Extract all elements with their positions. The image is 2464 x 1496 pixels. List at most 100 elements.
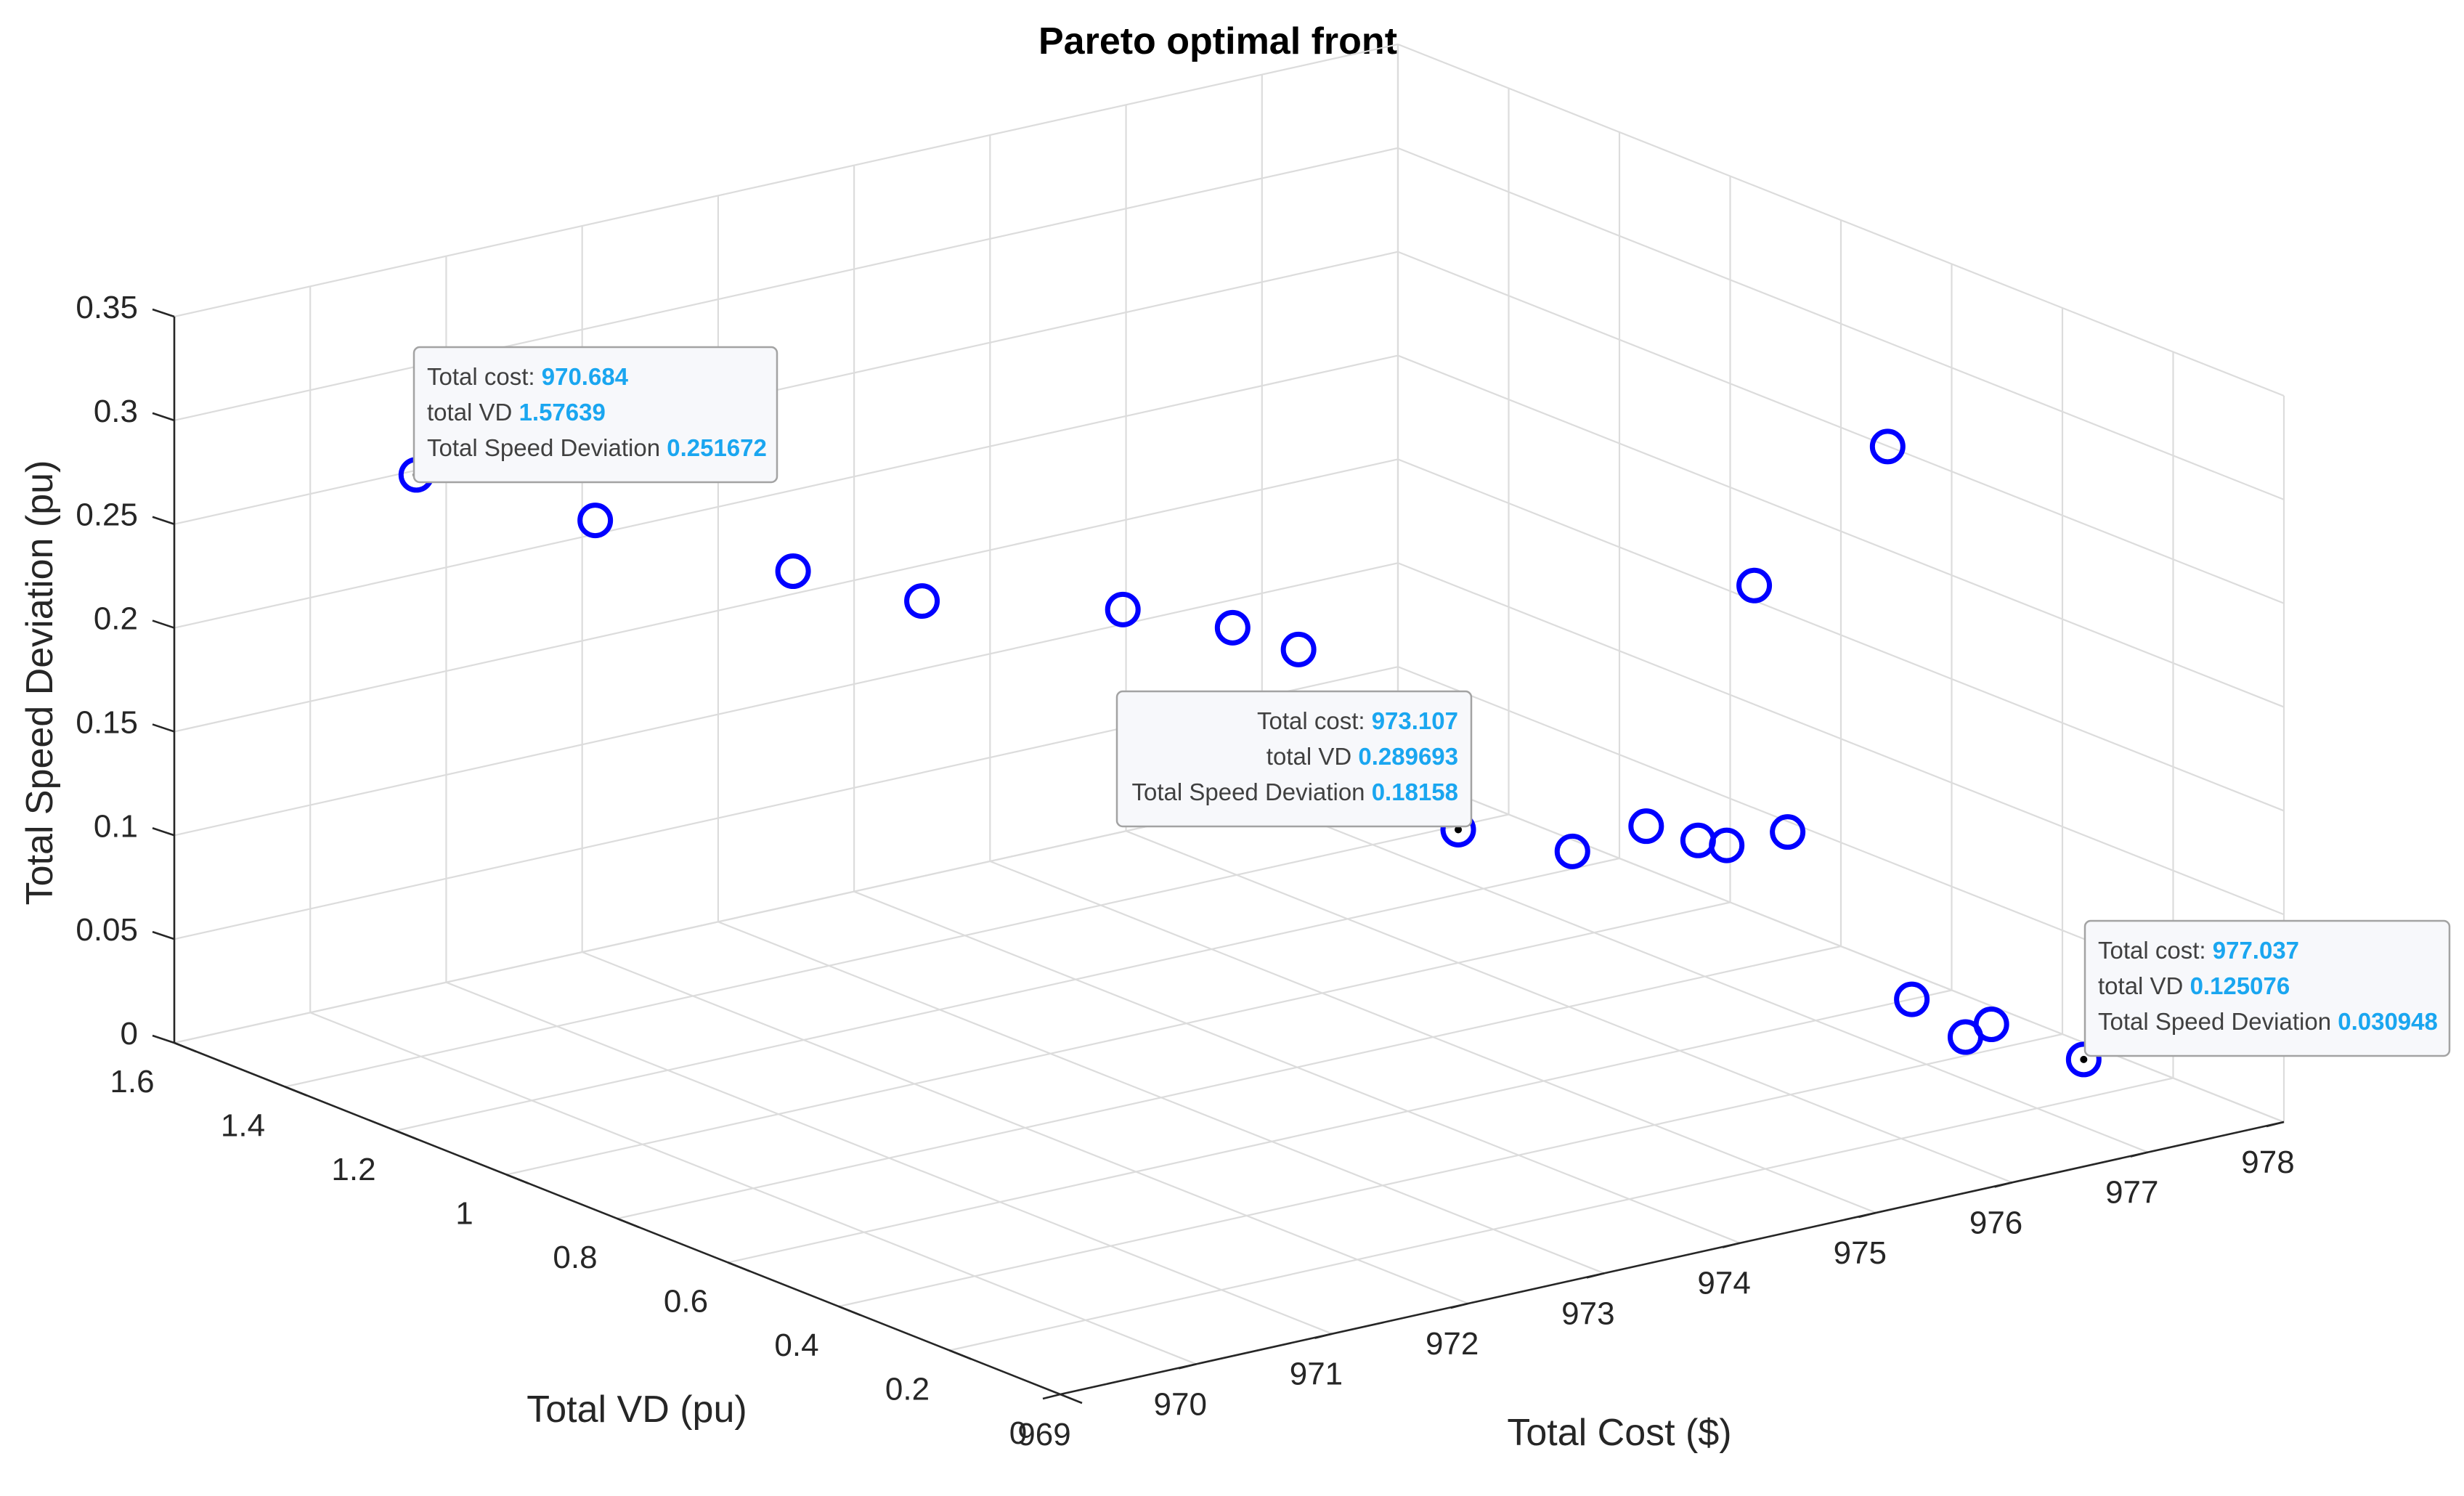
x-tick-label: 977 (2105, 1175, 2158, 1211)
y-tick-label: 1 (455, 1196, 473, 1232)
datatip-row: Total Speed Deviation 0.030948 (2098, 1008, 2438, 1035)
datatip-value: 0.289693 (1358, 743, 1458, 770)
grid-line-back-z (174, 251, 1399, 525)
data-point (1869, 428, 1906, 465)
datatip-label: total VD (1266, 743, 1359, 770)
data-point (1628, 808, 1664, 845)
grid-line-floor-y (285, 813, 1509, 1088)
grid-line-side-z (1397, 769, 2285, 1123)
y-tick-mark (285, 1086, 307, 1097)
y-tick-label: 0.4 (774, 1328, 818, 1363)
data-point (1709, 827, 1745, 863)
z-tick-label: 0.25 (76, 497, 138, 533)
datatip: Total cost: 977.037 total VD 0.125076 Tota… (2083, 919, 2451, 1057)
grid-line-side-z (1397, 147, 2285, 500)
grid-line-back-z (174, 354, 1399, 629)
datatip-label: Total cost: (1257, 707, 1372, 734)
y-tick-label: 1.2 (331, 1152, 375, 1187)
x-tick-label: 971 (1290, 1357, 1343, 1392)
datatip-label: total VD (427, 399, 519, 426)
data-point (904, 583, 940, 619)
chart-title: Pareto optimal front (1038, 20, 1397, 62)
x-tick-mark (2266, 1121, 2285, 1128)
datatip-row: Total cost: 973.107 (1257, 707, 1458, 734)
datatip-row: Total Speed Deviation 0.251672 (427, 434, 767, 461)
x-tick-label: 973 (1561, 1296, 1614, 1331)
data-point (1894, 981, 1930, 1017)
datatip-row: total VD 0.289693 (1266, 743, 1458, 770)
y-tick-label: 0 (1009, 1415, 1027, 1451)
grid-line-back-z (174, 458, 1399, 733)
z-tick-label: 0.15 (76, 704, 138, 740)
grid-layer (173, 43, 2285, 1396)
data-point (1554, 833, 1590, 869)
x-tick-label: 976 (1969, 1205, 2022, 1240)
datatip-value: 0.125076 (2190, 972, 2290, 999)
z-tick-label: 0.05 (76, 912, 138, 948)
y-axis-title: Total VD (pu) (526, 1389, 747, 1431)
datatip-box (2083, 919, 2451, 1057)
datatip-label: total VD (2098, 972, 2190, 999)
y-tick-mark (728, 1261, 750, 1272)
point-layer (398, 428, 2102, 1078)
grid-line-floor-y (395, 857, 1620, 1132)
grid-line-side-z (1397, 562, 2285, 916)
z-tick-mark (152, 619, 175, 629)
y-tick-label: 0.8 (553, 1240, 597, 1275)
x-tick-mark (1858, 1211, 1877, 1219)
z-tick-mark (152, 930, 175, 940)
x-tick-mark (1586, 1272, 1605, 1279)
x-tick-label: 972 (1426, 1326, 1479, 1362)
z-tick-label: 0.3 (94, 394, 138, 429)
data-point-selected-dot (1455, 826, 1463, 834)
datatip-label: Total Speed Deviation (427, 434, 667, 461)
datatip-row: Total Speed Deviation 0.18158 (1131, 779, 1458, 805)
grid-line-floor-y (506, 901, 1731, 1176)
x-tick-mark (1450, 1302, 1468, 1309)
datatip-label: Total Speed Deviation (1131, 779, 1371, 805)
z-tick-mark (152, 412, 175, 422)
z-tick-mark (152, 308, 175, 318)
data-point (1280, 631, 1317, 667)
y-tick-label: 0.6 (664, 1284, 708, 1320)
grid-line-back-z (174, 43, 1399, 318)
y-tick-mark (395, 1129, 418, 1141)
data-point (775, 553, 811, 590)
data-point (1770, 814, 1806, 850)
datatip-value: 0.251672 (667, 434, 767, 461)
y-tick-mark (949, 1349, 972, 1360)
z-tick-mark (152, 1034, 175, 1044)
z-axis-title: Total Speed Deviation (pu) (19, 460, 61, 906)
y-tick-mark (506, 1174, 529, 1184)
z-tick-label: 0.1 (94, 808, 138, 844)
x-tick-mark (1178, 1363, 1197, 1370)
y-tick-mark (174, 1041, 197, 1053)
grid-line-floor-y (728, 989, 1952, 1264)
x-tick-label: 978 (2241, 1145, 2294, 1180)
grid-line-back-z (174, 562, 1399, 837)
y-tick-mark (838, 1305, 861, 1317)
grid-line-back-z (174, 147, 1399, 421)
datatip-row: total VD 0.125076 (2098, 972, 2290, 999)
data-point (2065, 1041, 2102, 1078)
z-tick-mark (152, 827, 175, 837)
x-tick-mark (1722, 1242, 1741, 1248)
grid-line-floor-y (949, 1077, 2174, 1351)
tick-layer: 969 970 971 972 973 974 975 976 977 978 0 0.2 0.4 0.6… (76, 290, 2294, 1452)
data-point (1105, 591, 1141, 627)
datatip-row: Total cost: 970.684 (427, 363, 629, 390)
z-tick-label: 0.35 (76, 290, 138, 325)
data-point-selected-dot (2080, 1055, 2088, 1063)
tip-layer: Total cost: 970.684 total VD 1.57639 Total… (412, 346, 2451, 1057)
z-tick-mark (152, 723, 175, 733)
y-tick-mark (1060, 1393, 1083, 1404)
grid-line-side-z (1397, 458, 2285, 812)
datatip-value: 973.107 (1372, 707, 1458, 734)
y-tick-label: 1.4 (221, 1108, 265, 1144)
x-tick-mark (2130, 1151, 2149, 1158)
datatip-value: 970.684 (542, 363, 629, 390)
data-point (577, 503, 614, 539)
grid-line-side-z (1397, 251, 2285, 604)
